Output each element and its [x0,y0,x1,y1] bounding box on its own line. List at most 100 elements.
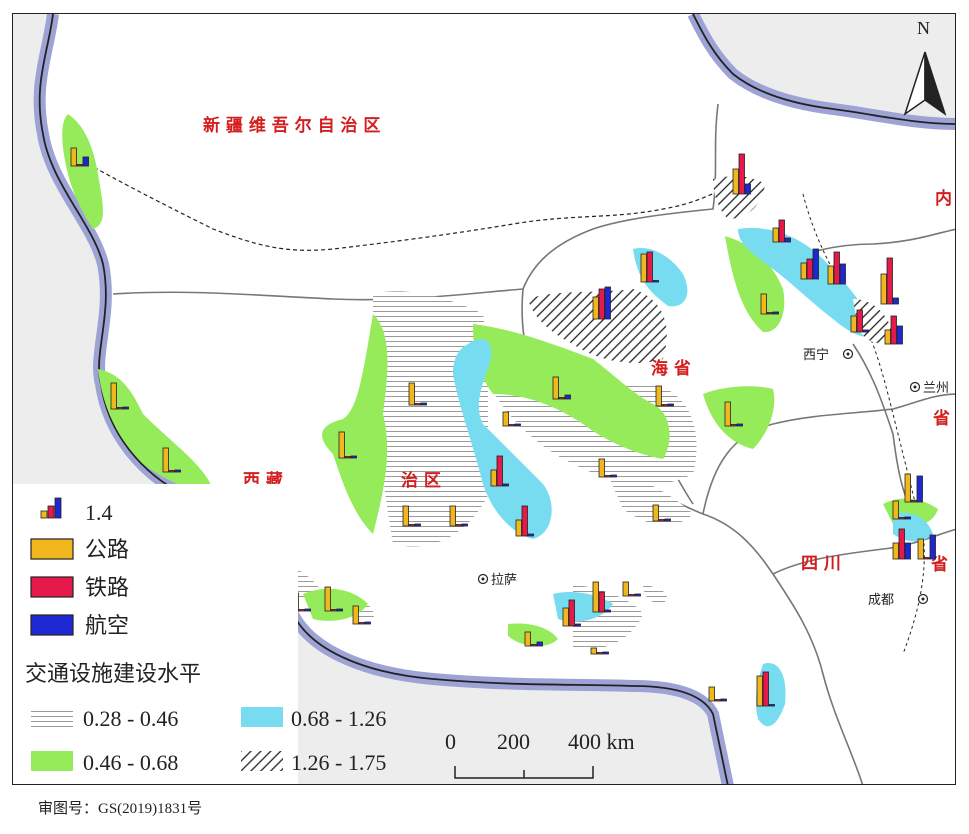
rail-bar [408,524,415,527]
rail-bar [886,257,893,305]
transport-bar-chart-35 [622,581,641,597]
transport-bar-chart-2 [772,219,791,243]
road-bar [622,581,629,597]
rail-bar [344,456,351,459]
rail-bar [898,517,905,520]
air-bar [929,534,936,560]
rail-bar [806,258,813,280]
region-label-sichuan-1: 四 川 [801,554,841,574]
rail-bar [910,500,917,503]
air-bar [652,280,659,283]
transport-bar-chart-20 [598,458,617,478]
svg-text:铁路: 铁路 [85,575,129,600]
air-bar [336,608,343,612]
air-bar [744,183,751,195]
air-bar [904,542,911,560]
transport-bar-chart-26 [904,473,923,503]
air-bar [574,623,581,627]
rail-bar [568,599,575,627]
road-bar [490,469,497,487]
rail-bar [521,505,528,537]
svg-text:拉萨: 拉萨 [491,573,517,588]
road-bar [732,168,739,195]
region-label-xizang-2: 治 区 [401,470,441,491]
rail-bar [76,164,83,167]
map-approval-number: 审图号：GS(2019)1831号 [38,801,203,817]
transport-bar-chart-11 [110,382,129,410]
road-bar [640,253,647,283]
air-bar [839,263,846,285]
transport-bar-chart-13 [552,376,571,400]
rail-bar [116,407,123,410]
road-bar [70,147,77,167]
svg-text:西宁: 西宁 [803,347,829,363]
rail-bar [530,644,537,647]
transport-bar-chart-5 [880,257,899,305]
air-bar [664,518,671,522]
road-bar [850,315,857,333]
legend-level-class-2: 0.46 - 0.68 [31,750,178,775]
road-bar [880,273,887,305]
road-bar [892,542,899,560]
air-bar [812,248,819,280]
transport-bar-chart-15 [502,411,521,427]
air-bar [122,406,129,410]
road-bar [800,262,807,280]
city-xining: 西宁 [803,347,854,363]
level-class-2-areas [62,114,938,647]
transport-bar-chart-14 [655,385,674,407]
air-bar [350,455,357,459]
road-bar [449,505,456,527]
road-bar [884,329,891,345]
svg-text:0.28 - 0.46: 0.28 - 0.46 [83,706,178,731]
rail-bar [778,219,785,243]
road-bar [772,227,779,243]
legend-bar-scale-icon [40,497,62,519]
road-bar [408,382,415,406]
air-bar [304,608,311,612]
transport-bar-chart-3 [800,248,819,280]
region-label-nei: 内 [935,188,952,209]
dashed-boundary [87,163,734,251]
rail-bar [508,424,515,427]
region-label-gan: 省 [932,408,950,429]
road-bar [110,382,117,410]
transport-bar-chart-0 [70,147,89,167]
air-bar [720,698,727,702]
road-bar [724,401,731,427]
road-bar [590,647,597,655]
air-bar [862,329,869,333]
rail-bar [714,699,721,702]
road-bar [598,458,605,478]
road-bar [515,519,522,537]
rail-bar [598,288,605,320]
air-bar [896,325,903,345]
rail-bar [558,397,565,400]
legend-level-class-3: 0.68 - 1.26 [241,706,386,731]
rail-bar [658,519,665,522]
legend-level-title: 交通设施建设水平 [25,661,201,686]
north-arrow-icon: N [903,18,947,116]
road-bar [352,605,359,625]
city-lanzhou: 兰州 [909,381,949,396]
transport-bar-chart-4 [827,251,846,285]
transport-bar-chart-9 [592,286,611,320]
transport-bar-charts [70,147,936,707]
air-bar [604,609,611,613]
transport-bar-chart-21 [515,505,534,537]
svg-text:N: N [917,18,930,38]
road-bar [708,686,715,702]
transport-bar-chart-33 [562,599,581,627]
legend-level-class-4: 1.26 - 1.75 [241,750,386,775]
air-bar [916,475,923,503]
road-bar [524,631,531,647]
road-bar [655,385,662,407]
legend-level-class-1: 0.28 - 0.46 [31,706,178,731]
air-bar [420,402,427,406]
transport-bar-chart-28 [917,534,936,560]
air-bar [564,394,571,400]
air-bar [514,423,521,427]
foreign-north [693,14,955,124]
transport-bar-chart-19 [490,455,509,487]
rail-bar [598,591,605,613]
